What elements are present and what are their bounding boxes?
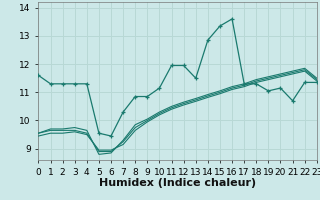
X-axis label: Humidex (Indice chaleur): Humidex (Indice chaleur)	[99, 178, 256, 188]
